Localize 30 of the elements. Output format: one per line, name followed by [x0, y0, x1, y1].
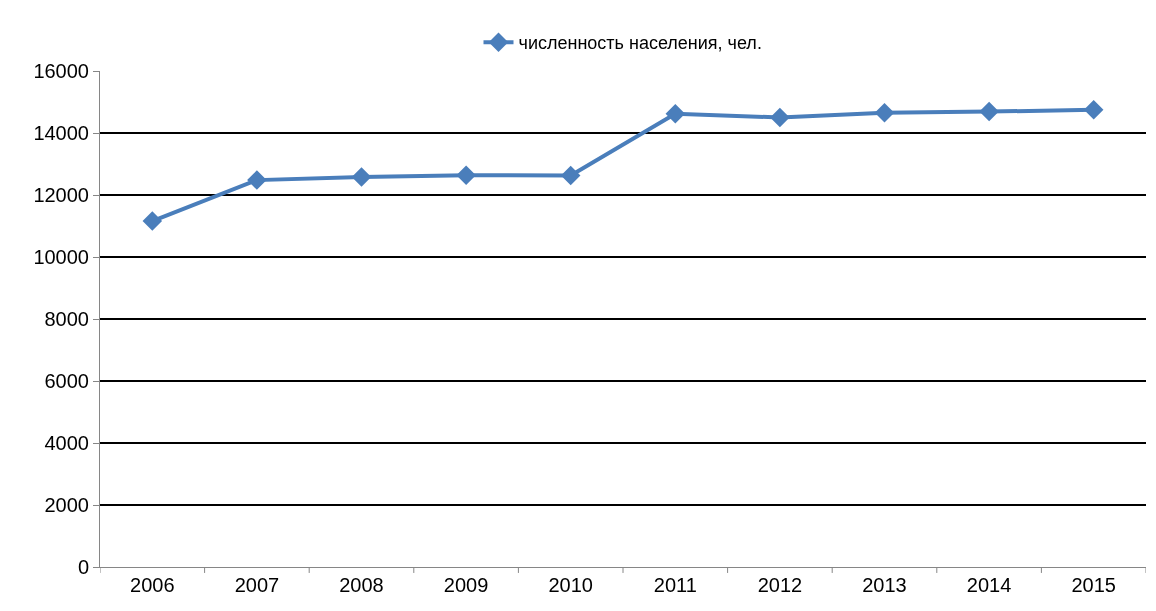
y-tick-label: 4000: [44, 432, 89, 454]
point: [770, 107, 790, 128]
x-tick-label: 2007: [234, 574, 280, 596]
y-tick-label: 16000: [33, 60, 89, 82]
x-tick-label: 2010: [548, 574, 593, 596]
x-tick-label: 2015: [1071, 574, 1116, 596]
legend-label: численность населения, чел.: [518, 33, 762, 54]
x-tick-label: 2014: [966, 574, 1012, 596]
x-tick-label: 2006: [130, 574, 175, 596]
point: [874, 103, 895, 123]
x-tick-label: 2012: [757, 574, 803, 596]
y-tick-label: 6000: [44, 370, 89, 392]
point: [560, 165, 581, 186]
y-tick-label: 14000: [33, 122, 89, 144]
x-tick-label: 2013: [862, 574, 907, 596]
y-tick-label: 10000: [33, 246, 89, 268]
y-tick-label: 2000: [44, 494, 89, 516]
y-tick-label: 12000: [33, 184, 89, 206]
point: [456, 165, 476, 185]
x-tick-label: 2009: [443, 574, 489, 596]
point: [351, 167, 372, 187]
point: [979, 101, 999, 122]
y-tick-label: 8000: [44, 308, 89, 330]
point: [1083, 100, 1104, 120]
point: [142, 211, 163, 231]
x-tick-label: 2011: [653, 574, 697, 596]
x-tick-label: 2008: [339, 574, 384, 596]
point: [247, 170, 267, 190]
point: [665, 104, 686, 124]
y-tick-label: 0: [77, 556, 89, 578]
